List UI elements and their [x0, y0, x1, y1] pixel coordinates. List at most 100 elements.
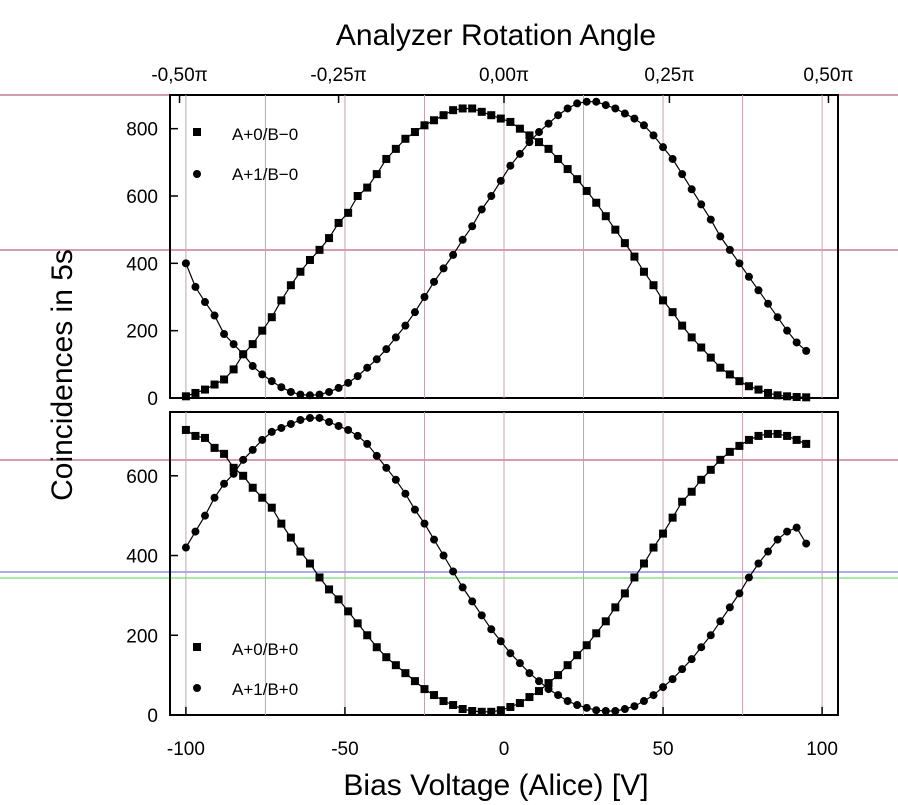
data-point-circle — [325, 387, 334, 396]
data-point-circle — [563, 697, 572, 706]
data-point-circle — [477, 611, 486, 620]
data-point-circle — [659, 683, 668, 692]
y-tick-label: 200 — [126, 322, 158, 343]
data-point-square — [267, 313, 276, 322]
y-tick-label: 0 — [147, 389, 158, 410]
data-point-circle — [678, 665, 687, 674]
data-point-square — [668, 308, 677, 317]
data-point-circle — [487, 192, 496, 200]
data-point-circle — [783, 326, 792, 335]
data-point-square — [716, 363, 725, 372]
data-point-square — [258, 493, 267, 502]
data-point-square — [744, 382, 753, 391]
data-point-square — [391, 144, 400, 153]
data-point-square — [744, 435, 753, 444]
data-point-circle — [792, 523, 801, 532]
data-point-square — [382, 653, 391, 662]
data-point-circle — [573, 99, 582, 108]
top-tick-label: 0,50π — [803, 65, 853, 86]
x-tick-label: 100 — [806, 739, 838, 760]
data-point-circle — [754, 286, 763, 295]
data-point-circle — [744, 573, 753, 582]
data-point-circle — [496, 637, 505, 646]
data-point-square — [439, 111, 448, 120]
data-point-circle — [525, 669, 534, 678]
data-point-circle — [382, 463, 391, 472]
data-point-square — [181, 392, 190, 401]
data-point-circle — [420, 293, 429, 301]
data-point-square — [325, 234, 334, 243]
data-point-square — [277, 519, 286, 528]
data-point-circle — [697, 200, 706, 209]
data-point-circle — [277, 423, 286, 432]
legend-label-bottom-2: A+1/B+0 — [232, 680, 298, 699]
data-point-circle — [181, 259, 190, 268]
top-tick-label: -0,50π — [151, 65, 207, 86]
data-point-circle — [630, 114, 639, 123]
data-point-square — [659, 296, 668, 305]
y-tick-label: 600 — [126, 467, 158, 488]
data-point-square — [401, 134, 410, 143]
x-tick-label: 50 — [652, 739, 673, 760]
data-point-square — [420, 121, 429, 130]
data-point-circle — [668, 154, 677, 163]
data-point-circle — [430, 535, 439, 544]
data-point-square — [334, 595, 343, 604]
data-point-circle — [344, 378, 353, 387]
bottom-x-ticks: -100 -50 0 50 100 — [167, 707, 838, 760]
data-point-circle — [353, 431, 362, 440]
data-point-circle — [515, 149, 524, 158]
data-point-square — [506, 117, 515, 126]
y-tick-label: 800 — [126, 120, 158, 141]
data-point-circle — [544, 685, 553, 694]
data-point-circle — [554, 111, 563, 120]
data-point-circle — [191, 282, 200, 291]
data-point-square — [286, 533, 295, 542]
data-point-square — [344, 607, 353, 616]
data-point-circle — [639, 697, 648, 706]
data-point-square — [534, 687, 543, 696]
data-point-circle — [592, 706, 601, 715]
data-point-square — [792, 392, 801, 401]
data-point-circle — [248, 445, 257, 454]
data-point-square — [220, 449, 229, 458]
data-point-square — [639, 267, 648, 276]
data-point-square — [620, 589, 629, 598]
data-point-square — [534, 138, 543, 147]
data-point-square — [649, 281, 658, 290]
data-point-circle — [296, 390, 305, 399]
data-point-square — [802, 439, 811, 448]
data-point-circle — [325, 417, 334, 426]
x-axis-title: Bias Voltage (Alice) [V] — [343, 769, 648, 802]
data-point-square — [210, 380, 219, 389]
data-point-square — [487, 707, 496, 716]
data-point-circle — [620, 705, 629, 714]
data-point-circle — [372, 451, 381, 460]
data-point-square — [764, 429, 773, 438]
data-point-square — [191, 388, 200, 397]
data-point-circle — [506, 161, 515, 170]
data-point-square — [563, 661, 572, 670]
data-point-circle — [200, 511, 209, 520]
data-point-circle — [267, 427, 276, 436]
data-point-circle — [420, 519, 429, 528]
data-point-square — [659, 529, 668, 538]
data-point-square — [563, 165, 572, 174]
data-point-square — [258, 326, 267, 335]
legend-marker-square — [193, 643, 201, 651]
top-x-ticks: -0,50π -0,25π 0,00π 0,25π 0,50π — [151, 65, 854, 103]
data-point-square — [620, 239, 629, 248]
data-point-circle — [239, 350, 248, 359]
data-point-square — [229, 463, 238, 472]
bottom-grid — [185, 412, 823, 715]
data-point-circle — [687, 185, 696, 194]
data-point-circle — [468, 597, 477, 606]
data-point-square — [430, 116, 439, 125]
x-tick-label: -50 — [331, 739, 358, 760]
data-point-square — [525, 693, 534, 702]
top-axis-title: Analyzer Rotation Angle — [336, 19, 656, 52]
fit-curve-2 — [185, 417, 807, 712]
legend-label-top-2: A+1/B−0 — [232, 165, 298, 184]
data-point-circle — [525, 138, 534, 147]
